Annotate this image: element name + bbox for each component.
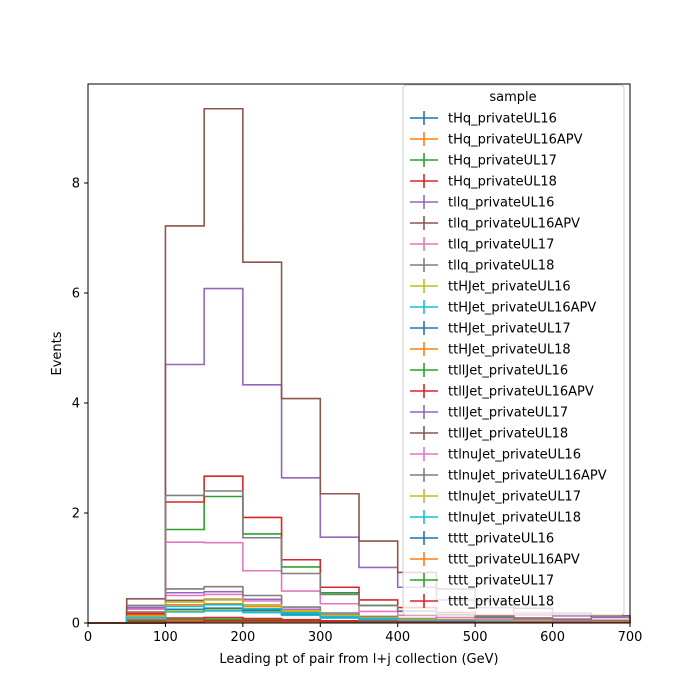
legend-label: tHq_privateUL16 — [448, 112, 557, 127]
legend-label: ttHJet_privateUL16APV — [448, 301, 596, 316]
legend-item-ttllJet_privateUL16APV: ttllJet_privateUL16APV — [410, 384, 594, 400]
x-axis: 0 100 200 300 400 500 600 700 — [84, 623, 643, 645]
legend-label: ttllJet_privateUL16 — [448, 364, 568, 379]
y-tick-label: 6 — [72, 287, 80, 302]
legend-label: ttlnuJet_privateUL16APV — [448, 469, 607, 484]
legend-item-tHq_privateUL16APV: tHq_privateUL16APV — [410, 132, 583, 148]
plot-frame — [87, 83, 631, 624]
legend-label: ttllJet_privateUL17 — [448, 406, 568, 421]
x-tick-label: 0 — [84, 630, 92, 645]
y-tick-label: 8 — [72, 177, 80, 192]
legend-label: tllq_privateUL18 — [448, 259, 554, 274]
legend-label: tttt_privateUL18 — [448, 595, 554, 610]
x-tick-label: 400 — [385, 630, 410, 645]
legend-label: tttt_privateUL17 — [448, 574, 554, 589]
series-ttlnuJet_privateUL16APV — [88, 490, 631, 624]
legend-title: sample — [489, 90, 536, 105]
legend-label: ttllJet_privateUL16APV — [448, 385, 594, 400]
legend-item-ttlnuJet_privateUL17: ttlnuJet_privateUL17 — [410, 489, 581, 505]
legend-item-tttt_privateUL16: tttt_privateUL16 — [410, 531, 554, 547]
legend-item-tHq_privateUL16: tHq_privateUL16 — [410, 111, 557, 127]
x-tick-label: 600 — [540, 630, 565, 645]
legend-item-ttHJet_privateUL16: ttHJet_privateUL16 — [410, 279, 571, 295]
legend-item-ttllJet_privateUL18: ttllJet_privateUL18 — [410, 426, 568, 442]
legend-label: ttlnuJet_privateUL17 — [448, 490, 581, 505]
legend-item-tttt_privateUL18: tttt_privateUL18 — [410, 594, 554, 610]
y-axis-label: Events — [50, 331, 65, 375]
legend-item-ttHJet_privateUL18: ttHJet_privateUL18 — [410, 342, 571, 358]
y-tick-label: 0 — [72, 617, 80, 632]
legend-item-ttlnuJet_privateUL16: ttlnuJet_privateUL16 — [410, 447, 581, 463]
legend-box — [402, 84, 625, 616]
x-axis-label: Leading pt of pair from l+j collection (… — [219, 652, 498, 667]
legend-item-tllq_privateUL16APV: tllq_privateUL16APV — [410, 216, 580, 232]
legend-label: tHq_privateUL16APV — [448, 133, 583, 148]
y-tick-label: 2 — [72, 507, 80, 522]
x-tick-label: 700 — [618, 630, 643, 645]
legend-item-tllq_privateUL17: tllq_privateUL17 — [410, 237, 554, 253]
series-tttt_privateUL18 — [88, 620, 631, 624]
legend-item-ttllJet_privateUL16: ttllJet_privateUL16 — [410, 363, 568, 379]
legend-label: ttHJet_privateUL16 — [448, 280, 571, 295]
legend-label: ttllJet_privateUL18 — [448, 427, 568, 442]
x-tick-label: 200 — [230, 630, 255, 645]
y-axis: 0 2 4 6 8 — [72, 177, 88, 632]
legend-label: ttlnuJet_privateUL16 — [448, 448, 581, 463]
legend-label: tllq_privateUL16APV — [448, 217, 580, 232]
legend-item-ttHJet_privateUL17: ttHJet_privateUL17 — [410, 321, 571, 337]
series-layer — [88, 107, 631, 624]
legend-label: tHq_privateUL17 — [448, 154, 557, 169]
legend-label: tllq_privateUL16 — [448, 196, 554, 211]
legend-item-ttHJet_privateUL16APV: ttHJet_privateUL16APV — [410, 300, 596, 316]
x-tick-label: 300 — [308, 630, 333, 645]
legend-item-tHq_privateUL18: tHq_privateUL18 — [410, 174, 557, 190]
legend-label: tllq_privateUL17 — [448, 238, 554, 253]
legend-item-tHq_privateUL17: tHq_privateUL17 — [410, 153, 557, 169]
legend-items: tHq_privateUL16 tHq_privateUL16APV tHq_pri… — [410, 111, 607, 610]
legend-label: tHq_privateUL18 — [448, 175, 557, 190]
legend-item-tllq_privateUL18: tllq_privateUL18 — [410, 258, 554, 274]
y-tick-label: 4 — [72, 397, 80, 412]
legend: sample tHq_privateUL16 tHq_privateUL16APV… — [402, 84, 625, 616]
x-tick-label: 100 — [153, 630, 178, 645]
legend-label: ttHJet_privateUL17 — [448, 322, 571, 337]
legend-label: ttlnuJet_privateUL18 — [448, 511, 581, 526]
legend-item-ttllJet_privateUL17: ttllJet_privateUL17 — [410, 405, 568, 421]
legend-item-ttlnuJet_privateUL16APV: ttlnuJet_privateUL16APV — [410, 468, 607, 484]
legend-label: ttHJet_privateUL18 — [448, 343, 571, 358]
legend-label: tttt_privateUL16APV — [448, 553, 580, 568]
x-tick-label: 500 — [463, 630, 488, 645]
legend-item-tttt_privateUL17: tttt_privateUL17 — [410, 573, 554, 589]
legend-label: tttt_privateUL16 — [448, 532, 554, 547]
legend-item-ttlnuJet_privateUL18: ttlnuJet_privateUL18 — [410, 510, 581, 526]
legend-item-tttt_privateUL16APV: tttt_privateUL16APV — [410, 552, 580, 568]
legend-item-tllq_privateUL16: tllq_privateUL16 — [410, 195, 554, 211]
